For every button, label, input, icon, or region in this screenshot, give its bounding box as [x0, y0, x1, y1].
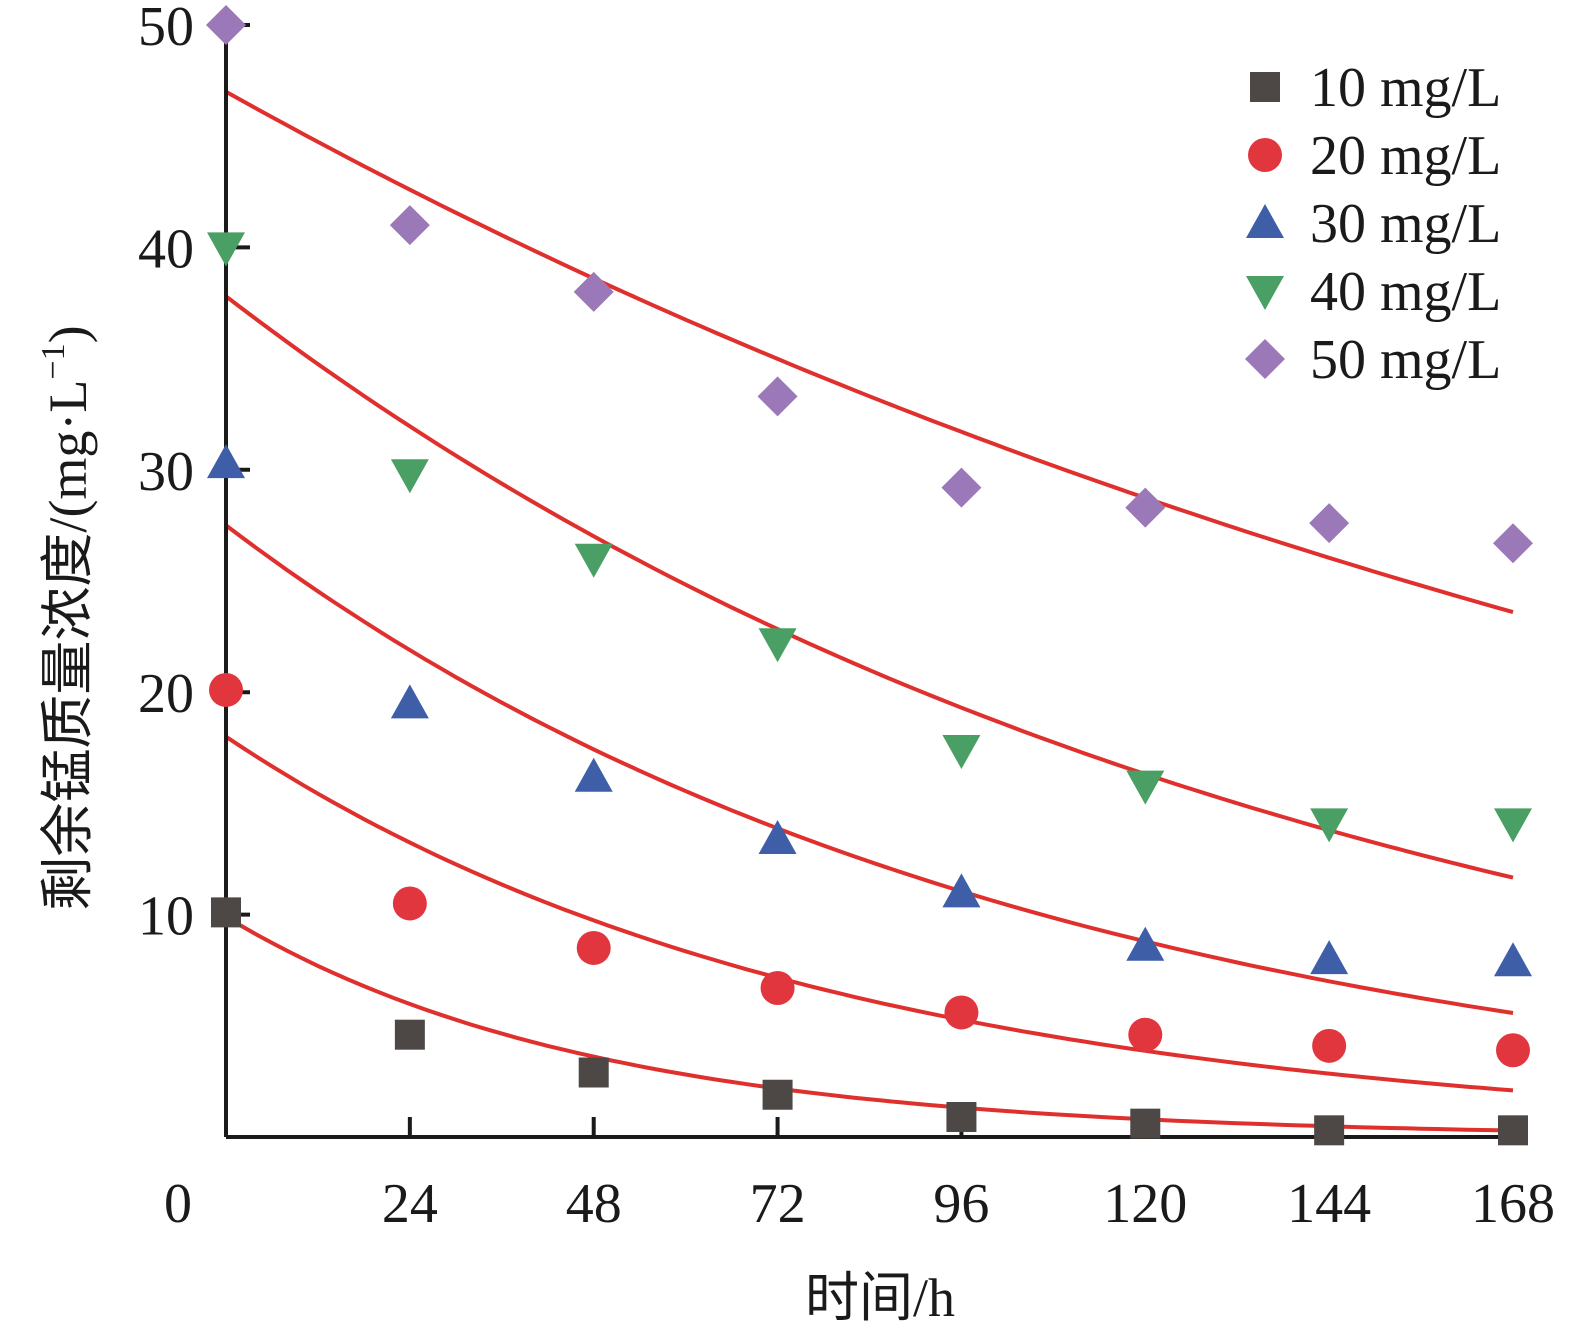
data-point — [211, 897, 241, 928]
data-point — [576, 930, 611, 965]
data-point — [1126, 770, 1165, 805]
x-tick-label: 120 — [1103, 1173, 1187, 1235]
data-point — [942, 735, 981, 770]
x-tick-label: 96 — [933, 1173, 989, 1235]
data-point — [389, 205, 430, 246]
y-tick-label: 50 — [138, 0, 194, 58]
data-point — [207, 444, 245, 479]
data-point — [1125, 487, 1166, 528]
legend-label: 40 mg/L — [1310, 261, 1501, 323]
fit-curve — [224, 735, 1514, 1093]
x-tick-label: 48 — [566, 1173, 622, 1235]
data-point — [394, 1019, 425, 1050]
data-point — [1493, 523, 1533, 564]
y-axis-title: 剩余锰质量浓度/(mg·L−1) — [35, 325, 98, 910]
data-point — [1126, 926, 1165, 961]
y-ticks: 10 20 30 40 50 — [138, 0, 250, 948]
data-point — [1130, 1108, 1161, 1139]
data-points — [206, 5, 1533, 1146]
y-tick-label: 10 — [138, 886, 194, 948]
data-point — [390, 684, 429, 719]
x-tick-label: 144 — [1287, 1173, 1371, 1235]
legend-marker — [1246, 204, 1284, 238]
legend-label: 10 mg/L — [1310, 57, 1501, 119]
data-point — [1310, 940, 1349, 975]
data-point — [207, 232, 245, 267]
y-tick-label: 30 — [138, 441, 194, 503]
data-point — [758, 628, 797, 663]
data-point — [758, 819, 797, 854]
legend-label: 50 mg/L — [1310, 329, 1501, 391]
fit-curve — [224, 915, 1514, 1133]
data-point — [1498, 1115, 1528, 1146]
legend-marker — [1248, 138, 1282, 172]
axes: 24 48 72 96 120 144 168 10 20 30 40 50 — [138, 0, 1555, 1235]
x-ticks: 24 48 72 96 120 144 168 — [382, 1117, 1555, 1235]
data-point — [578, 1057, 609, 1088]
legend-marker — [1250, 72, 1280, 102]
fit-curve — [224, 523, 1514, 1015]
data-point — [1310, 808, 1349, 843]
x-axis-title: 时间/h — [805, 1268, 955, 1328]
data-point — [762, 1079, 793, 1110]
data-point — [1312, 1028, 1347, 1063]
legend-marker — [1246, 276, 1284, 310]
data-point — [760, 970, 795, 1005]
legend: 10 mg/L20 mg/L30 mg/L40 mg/L50 mg/L — [1245, 57, 1501, 391]
data-point — [1309, 503, 1350, 544]
data-point — [573, 271, 614, 312]
fit-curve — [225, 89, 1514, 615]
legend-marker — [1245, 339, 1285, 379]
legend-label: 20 mg/L — [1310, 125, 1501, 187]
x-tick-label: 72 — [750, 1173, 806, 1235]
fit-curve — [224, 294, 1514, 880]
data-point — [942, 873, 981, 908]
y-axis-title-text: 剩余锰质量浓度/(mg·L — [38, 380, 98, 911]
y-axis-title-superscript: −1 — [35, 343, 72, 379]
data-point — [1494, 808, 1532, 843]
fit-curves — [224, 89, 1514, 1133]
data-point — [574, 543, 613, 578]
data-point — [1496, 1033, 1530, 1068]
y-tick-label: 20 — [138, 663, 194, 725]
data-point — [392, 886, 427, 921]
y-tick-label: 40 — [138, 218, 194, 280]
data-point — [574, 757, 613, 792]
x-tick-label: 168 — [1471, 1173, 1555, 1235]
data-point — [946, 1101, 977, 1132]
x-tick-label: 24 — [382, 1173, 438, 1235]
data-point — [1494, 942, 1532, 977]
data-point — [941, 467, 982, 508]
data-point — [757, 376, 798, 417]
data-point — [390, 459, 429, 494]
data-point — [944, 995, 979, 1030]
legend-label: 30 mg/L — [1310, 193, 1501, 255]
data-point — [1314, 1115, 1345, 1146]
x-origin-label: 0 — [164, 1173, 192, 1235]
data-point — [209, 672, 243, 707]
data-point — [1128, 1017, 1163, 1052]
data-point — [206, 5, 246, 45]
y-axis-title-close: ) — [38, 325, 98, 343]
